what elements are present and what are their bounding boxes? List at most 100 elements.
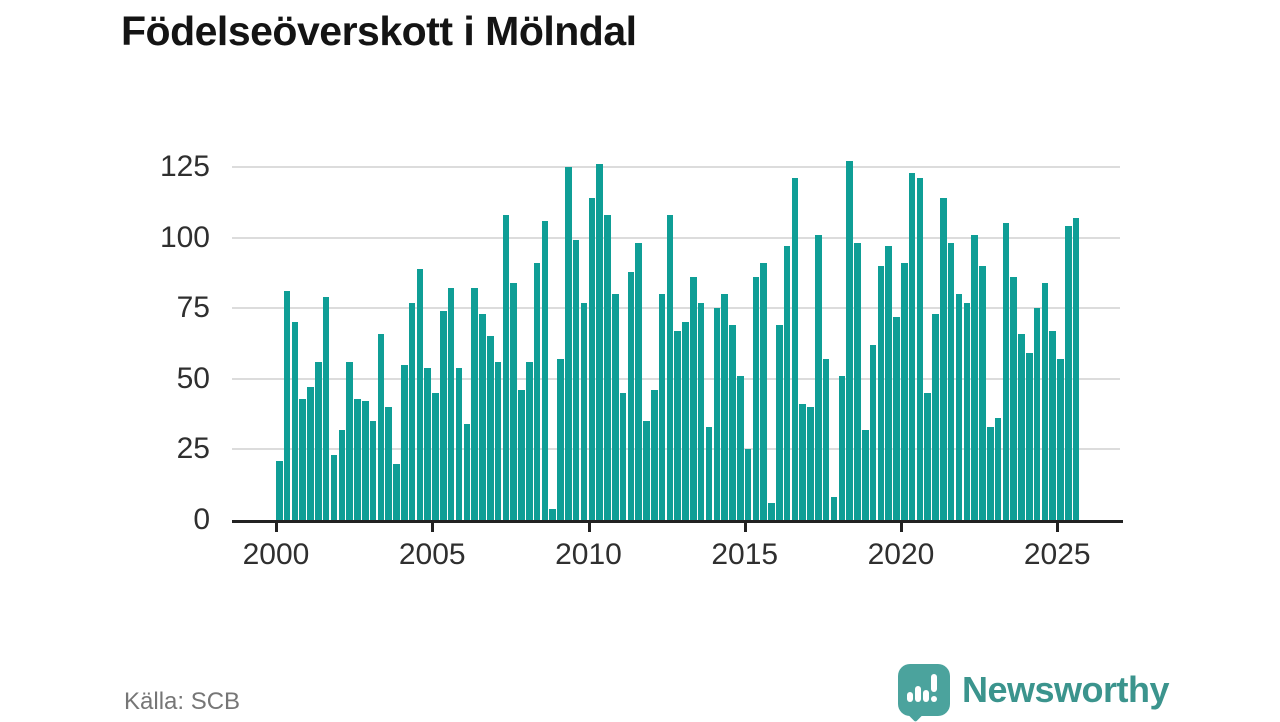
bar bbox=[533, 263, 541, 520]
plot-area bbox=[232, 161, 1120, 520]
bar bbox=[736, 375, 744, 520]
bar bbox=[1002, 223, 1010, 520]
x-tick-label: 2015 bbox=[711, 538, 779, 571]
bar bbox=[619, 392, 627, 520]
bar bbox=[908, 172, 916, 520]
bar bbox=[877, 265, 885, 520]
bar bbox=[299, 398, 307, 520]
bar bbox=[479, 313, 486, 520]
bar bbox=[385, 407, 392, 520]
bar bbox=[955, 294, 963, 520]
bar bbox=[869, 344, 877, 520]
bar bbox=[963, 302, 971, 520]
bar bbox=[651, 390, 658, 520]
bar bbox=[1010, 277, 1017, 520]
bar bbox=[994, 418, 1002, 520]
gridline-y-75 bbox=[232, 307, 1120, 310]
bar bbox=[635, 243, 642, 520]
y-tick-label: 0 bbox=[193, 503, 210, 536]
y-tick-label: 125 bbox=[159, 150, 210, 183]
x-tick-label: 2000 bbox=[242, 538, 310, 571]
bar bbox=[807, 407, 814, 520]
bar bbox=[838, 375, 846, 520]
bar bbox=[315, 361, 322, 520]
bar bbox=[408, 302, 416, 520]
bar bbox=[416, 268, 424, 520]
bar bbox=[354, 398, 361, 520]
logo-chart-bar-icon bbox=[915, 686, 921, 702]
bar bbox=[518, 390, 525, 520]
bar bbox=[440, 311, 447, 520]
bar bbox=[361, 401, 369, 520]
bar bbox=[643, 421, 650, 520]
bar bbox=[893, 316, 900, 520]
bar bbox=[432, 392, 439, 520]
bar bbox=[830, 497, 838, 520]
bar bbox=[565, 167, 572, 520]
bar bbox=[549, 508, 557, 520]
bar bbox=[815, 234, 822, 520]
bar bbox=[1026, 353, 1033, 520]
x-axis-tick bbox=[900, 523, 903, 532]
bar bbox=[744, 449, 752, 520]
bar bbox=[557, 359, 564, 520]
bar bbox=[526, 361, 533, 520]
bar bbox=[799, 404, 807, 520]
bar bbox=[854, 243, 861, 520]
bar bbox=[276, 460, 283, 520]
x-tick-label: 2020 bbox=[867, 538, 935, 571]
bar bbox=[658, 294, 666, 520]
bar bbox=[596, 164, 603, 520]
bar bbox=[338, 429, 346, 520]
bar bbox=[1072, 217, 1080, 520]
bar bbox=[924, 392, 932, 520]
bar bbox=[986, 426, 994, 520]
x-tick-label: 2005 bbox=[398, 538, 466, 571]
bar bbox=[861, 429, 869, 520]
x-axis-line bbox=[232, 520, 1123, 523]
bar bbox=[447, 288, 455, 520]
bar bbox=[846, 161, 853, 520]
bar bbox=[674, 330, 682, 520]
bar bbox=[822, 359, 830, 520]
bar bbox=[1041, 282, 1049, 520]
bar bbox=[346, 361, 353, 520]
chart-title: Födelseöverskott i Mölndal bbox=[121, 8, 637, 54]
newsworthy-logo-text: Newsworthy bbox=[962, 669, 1170, 710]
bar bbox=[627, 271, 635, 520]
bar bbox=[588, 198, 596, 520]
logo-exclamation-dot-icon bbox=[931, 696, 937, 702]
bar bbox=[463, 423, 471, 520]
bar bbox=[768, 503, 775, 520]
bar bbox=[1018, 333, 1025, 520]
bar bbox=[783, 246, 791, 520]
bar bbox=[713, 308, 721, 520]
y-tick-label: 100 bbox=[159, 220, 210, 254]
bar bbox=[705, 426, 713, 520]
bar bbox=[377, 333, 385, 520]
bar bbox=[1057, 359, 1064, 520]
logo-chart-bar-icon bbox=[907, 692, 913, 702]
bar bbox=[752, 277, 760, 520]
bar bbox=[283, 291, 291, 520]
bar bbox=[424, 367, 432, 520]
x-tick-label: 2025 bbox=[1023, 538, 1091, 571]
bar bbox=[307, 387, 314, 520]
bar bbox=[979, 265, 986, 520]
bar bbox=[580, 302, 588, 520]
bar bbox=[932, 313, 939, 520]
bar bbox=[369, 421, 377, 520]
bar bbox=[690, 277, 697, 520]
newsworthy-logo: Newsworthy bbox=[898, 664, 1170, 722]
bar bbox=[791, 178, 799, 520]
bar bbox=[572, 240, 580, 520]
bar bbox=[455, 367, 463, 520]
bar bbox=[393, 463, 400, 520]
logo-exclamation-icon bbox=[931, 674, 937, 692]
bar bbox=[1033, 308, 1041, 520]
bar bbox=[666, 215, 674, 520]
x-axis-tick bbox=[431, 523, 435, 532]
bar bbox=[760, 263, 767, 520]
x-tick-label: 2010 bbox=[555, 538, 622, 571]
source-caption: Källa: SCB bbox=[124, 688, 241, 715]
